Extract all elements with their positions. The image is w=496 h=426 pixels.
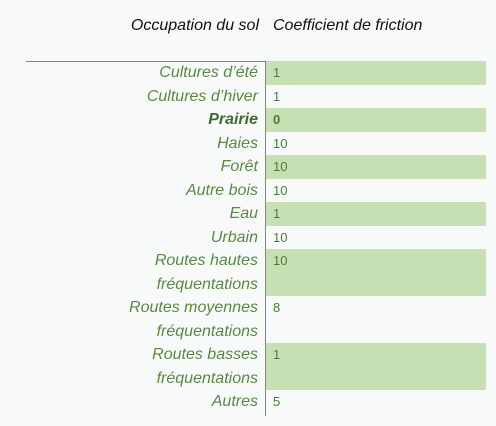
table-row: Autre bois 10 — [0, 179, 486, 203]
table-row: Autres 5 — [0, 390, 486, 414]
land-use-label-line: Haies — [217, 134, 258, 152]
table-row: Haies 10 — [0, 132, 486, 156]
land-use-label-line: Prairie — [208, 111, 258, 128]
land-use-label-line: Routes hautes — [154, 252, 258, 269]
land-use-label: Prairie — [0, 108, 258, 132]
column-header-friction-coefficient: Coefficient de friction — [273, 17, 423, 34]
land-use-label: Routes basses fréquentations — [0, 343, 258, 390]
friction-value: 8 — [273, 300, 281, 315]
land-use-label-line: Autres — [211, 393, 258, 410]
land-use-label: Forêt — [0, 155, 258, 179]
friction-value: 10 — [266, 155, 486, 179]
land-use-label: Eau — [0, 202, 258, 226]
land-use-label: Routes hautes fréquentations — [0, 249, 258, 296]
friction-value: 1 — [266, 343, 486, 390]
friction-value: 1 — [273, 88, 281, 104]
table-row: Routes basses fréquentations 1 — [0, 343, 486, 390]
table-row: Routes moyennes fréquentations 8 — [0, 296, 486, 343]
table-row: Forêt 10 — [0, 155, 486, 179]
table-header: Occupation du sol Coefficient de frictio… — [0, 14, 496, 38]
column-header-land-use: Occupation du sol — [130, 17, 259, 34]
land-use-label-line: fréquentations — [156, 322, 258, 340]
table-row: Prairie 0 — [0, 108, 486, 132]
table-row: Urbain 10 — [0, 226, 486, 250]
friction-value: 10 — [273, 229, 288, 245]
land-use-label-line: Routes moyennes — [129, 299, 258, 316]
land-use-label: Cultures d’été — [0, 61, 258, 85]
land-use-label-line: Forêt — [220, 158, 258, 175]
land-use-label-line: Autre bois — [185, 181, 258, 199]
land-use-label: Haies — [0, 132, 258, 156]
land-use-label-line: fréquentations — [156, 275, 258, 293]
land-use-label-line: Cultures d’hiver — [146, 87, 258, 105]
land-use-label: Autre bois — [0, 179, 258, 203]
friction-value: 5 — [273, 394, 281, 409]
table-row: Cultures d’été 1 — [0, 61, 486, 85]
land-use-label-line: Cultures d’été — [159, 64, 258, 81]
land-use-label-line: fréquentations — [156, 369, 258, 387]
land-use-label-line: Eau — [229, 205, 258, 222]
column-divider — [265, 61, 266, 416]
friction-value: 10 — [273, 135, 288, 151]
table-row: Routes hautes fréquentations 10 — [0, 249, 486, 296]
land-use-label: Urbain — [0, 226, 258, 250]
friction-value: 1 — [266, 202, 486, 226]
table-body: Cultures d’été 1 Cultures d’hiver 1 Prai… — [0, 61, 486, 414]
friction-value: 10 — [273, 182, 288, 198]
land-use-label: Cultures d’hiver — [0, 85, 258, 109]
land-use-label: Autres — [0, 390, 258, 414]
table-row: Cultures d’hiver 1 — [0, 85, 486, 109]
header-divider — [26, 61, 486, 62]
friction-value: 0 — [266, 108, 486, 132]
friction-value: 1 — [266, 61, 486, 85]
land-use-label-line: Urbain — [210, 228, 258, 246]
land-use-label: Routes moyennes fréquentations — [0, 296, 258, 343]
friction-value: 10 — [266, 249, 486, 296]
table-row: Eau 1 — [0, 202, 486, 226]
land-use-label-line: Routes basses — [152, 346, 258, 363]
